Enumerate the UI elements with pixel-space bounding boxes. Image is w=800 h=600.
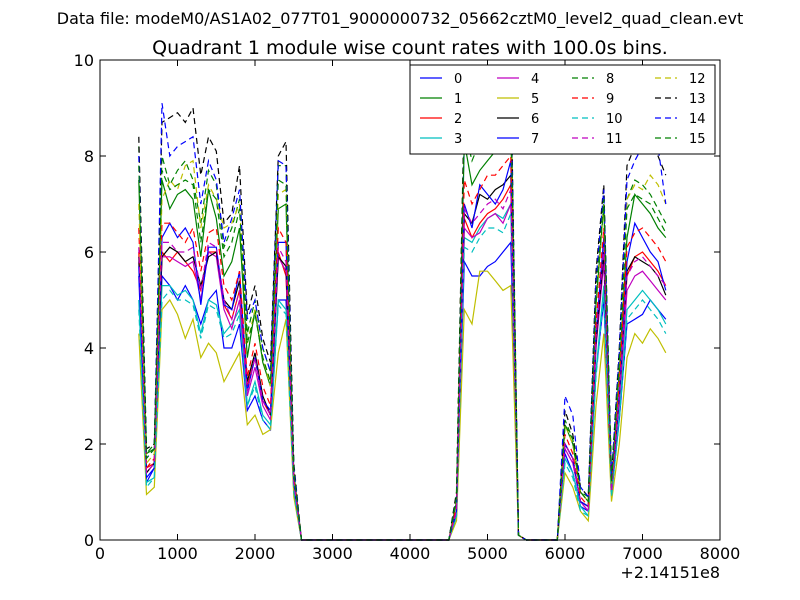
legend-label-4: 4	[531, 72, 539, 87]
legend-label-14: 14	[689, 112, 706, 127]
x-tick-label: 7000	[622, 544, 663, 563]
legend-label-5: 5	[531, 92, 539, 107]
legend-label-2: 2	[454, 112, 462, 127]
x-tick-label: 3000	[312, 544, 353, 563]
legend-label-7: 7	[531, 132, 539, 147]
x-tick-label: 2000	[235, 544, 276, 563]
y-tick-label: 10	[74, 51, 94, 70]
y-tick-label: 4	[84, 339, 94, 358]
x-tick-label: 4000	[390, 544, 431, 563]
legend-label-0: 0	[454, 72, 462, 87]
chart-title: Quadrant 1 module wise count rates with …	[152, 37, 668, 59]
y-tick-label: 8	[84, 147, 94, 166]
x-tick-label: 1000	[157, 544, 198, 563]
series-line-2	[138, 182, 667, 541]
figure-suptitle: Data file: modeM0/AS1A02_077T01_90000007…	[57, 9, 743, 29]
legend-label-1: 1	[454, 92, 462, 107]
legend-label-8: 8	[606, 72, 614, 87]
series-line-7	[138, 160, 667, 541]
legend-label-11: 11	[606, 132, 623, 147]
legend-label-10: 10	[606, 112, 623, 127]
legend-label-15: 15	[689, 132, 706, 147]
y-tick-label: 2	[84, 435, 94, 454]
legend-label-6: 6	[531, 112, 539, 127]
y-tick-label: 6	[84, 243, 94, 262]
x-axis-offset-label: +2.14151e8	[620, 563, 720, 582]
x-tick-label: 8000	[700, 544, 741, 563]
legend-label-13: 13	[689, 92, 706, 107]
legend-label-12: 12	[689, 72, 706, 87]
x-tick-label: 6000	[545, 544, 586, 563]
legend-label-3: 3	[454, 132, 462, 147]
y-tick-label: 0	[84, 531, 94, 550]
series-line-8	[138, 87, 667, 541]
x-tick-label: 0	[95, 544, 105, 563]
x-tick-label: 5000	[467, 544, 508, 563]
legend-box	[409, 64, 716, 155]
legend-label-9: 9	[606, 92, 614, 107]
